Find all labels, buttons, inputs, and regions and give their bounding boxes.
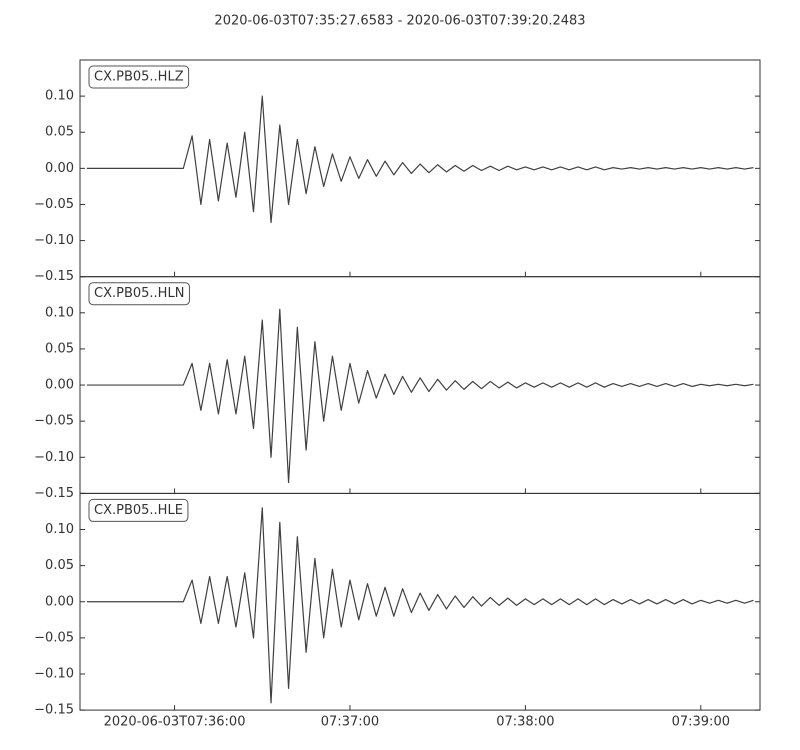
legend-label: CX.PB05..HLZ <box>94 70 184 85</box>
trace <box>86 507 754 704</box>
legend-box <box>88 65 190 89</box>
chart-title: 2020-06-03T07:35:27.6583 - 2020-06-03T07… <box>214 14 585 29</box>
x-tick-label: 07:39:00 <box>672 715 730 730</box>
trace <box>86 308 754 484</box>
y-tick-label: 0.10 <box>45 522 74 537</box>
y-tick-label: 0.05 <box>45 341 74 356</box>
legend-box <box>88 282 190 306</box>
y-tick-label: 0.05 <box>45 558 74 573</box>
y-tick-label: 0.00 <box>45 161 74 176</box>
y-tick-label: −0.10 <box>34 450 74 465</box>
y-tick-label: −0.15 <box>34 703 74 718</box>
legend-box <box>88 498 189 522</box>
legend: CX.PB05..HLN <box>88 282 190 306</box>
legend-label: CX.PB05..HLE <box>94 503 183 518</box>
y-tick-label: −0.15 <box>34 269 74 284</box>
legend: CX.PB05..HLE <box>88 498 189 522</box>
y-tick-label: −0.05 <box>34 414 74 429</box>
y-tick-label: −0.15 <box>34 486 74 501</box>
y-tick-label: −0.10 <box>34 666 74 681</box>
y-tick-label: 0.00 <box>45 594 74 609</box>
x-tick-label: 07:38:00 <box>496 715 554 730</box>
trace <box>86 95 754 224</box>
y-tick-label: 0.10 <box>45 89 74 104</box>
y-tick-label: −0.05 <box>34 197 74 212</box>
legend-label: CX.PB05..HLN <box>94 286 184 301</box>
y-tick-label: 0.10 <box>45 305 74 320</box>
y-tick-label: 0.00 <box>45 378 74 393</box>
x-tick-label: 2020-06-03T07:36:00 <box>104 715 246 730</box>
x-tick-label: 07:37:00 <box>321 715 379 730</box>
y-tick-label: −0.10 <box>34 233 74 248</box>
legend: CX.PB05..HLZ <box>88 65 190 89</box>
y-tick-label: 0.05 <box>45 125 74 140</box>
y-tick-label: −0.05 <box>34 630 74 645</box>
